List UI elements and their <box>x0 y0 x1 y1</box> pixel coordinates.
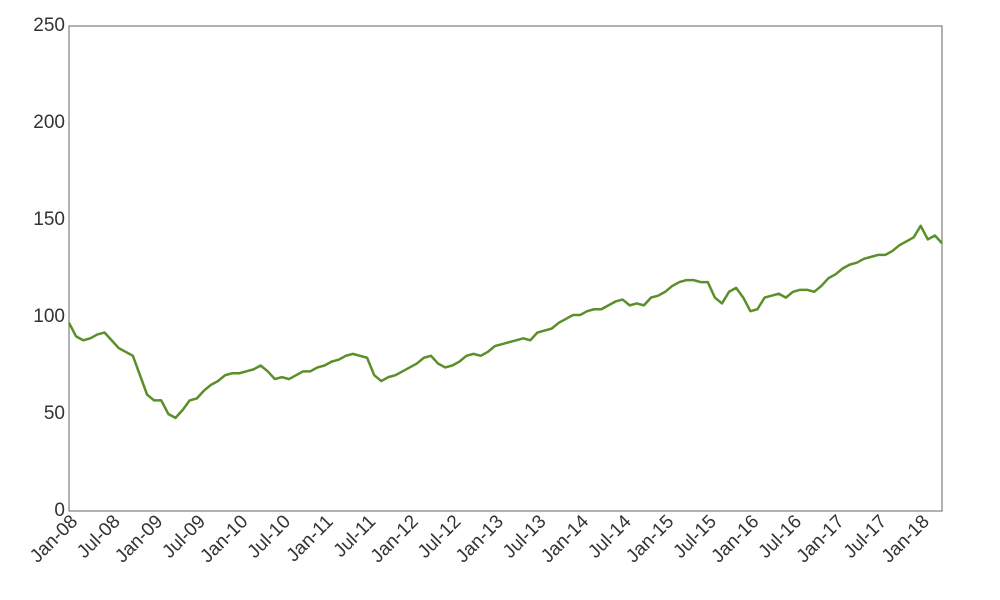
x-tick-label: Jan-15 <box>622 511 678 567</box>
x-tick-label: Jan-12 <box>367 511 423 567</box>
data-line <box>67 224 943 420</box>
y-tick-label: 250 <box>33 15 65 36</box>
x-tick-label: Jan-09 <box>111 511 167 567</box>
y-tick-label: 150 <box>33 209 65 230</box>
y-tick-label: 0 <box>54 500 65 521</box>
x-tick-label: Jan-10 <box>196 511 252 567</box>
x-tick-label: Jan-17 <box>793 511 849 567</box>
x-tick-label: Jan-13 <box>452 511 508 567</box>
y-tick-label: 50 <box>44 403 65 424</box>
y-tick-label: 200 <box>33 112 65 133</box>
y-tick-label: 100 <box>33 306 65 327</box>
x-tick-label: Jan-18 <box>878 511 934 567</box>
x-tick-label: Jan-16 <box>708 511 764 567</box>
plot-frame <box>68 25 943 512</box>
x-tick-label: Jan-14 <box>537 511 593 567</box>
x-tick-label: Jan-11 <box>283 511 338 566</box>
